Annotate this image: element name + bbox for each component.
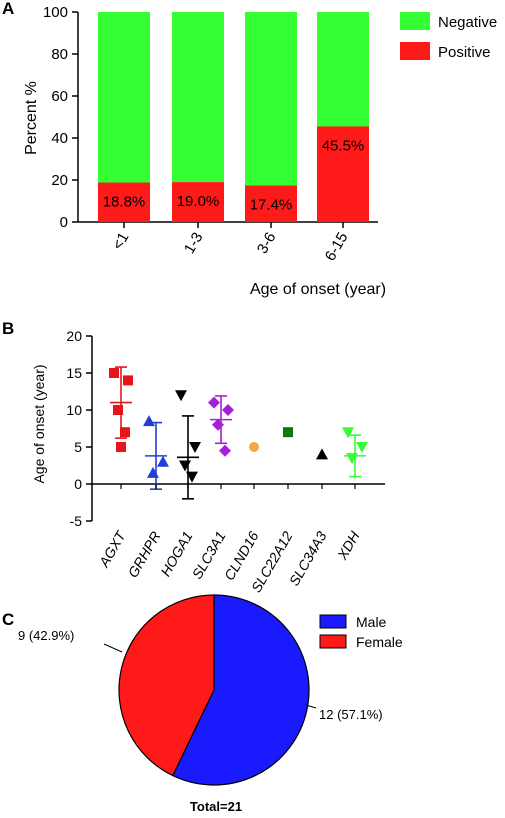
data-point xyxy=(109,368,119,378)
data-point xyxy=(189,442,201,453)
data-point xyxy=(316,448,328,460)
bar-positive xyxy=(98,182,150,222)
x-tick-label: 6-15 xyxy=(322,230,352,265)
y-axis-label-b: Age of onset (year) xyxy=(31,364,47,483)
data-point xyxy=(116,442,126,452)
pie-slice-label: 9 (42.9%) xyxy=(18,628,74,643)
legend-swatch xyxy=(400,12,430,30)
leader-line xyxy=(305,704,317,709)
x-tick-label-b: AGXT xyxy=(95,527,129,570)
data-point xyxy=(219,444,231,457)
y-tick-label-b: 15 xyxy=(66,365,82,381)
legend-label: Negative xyxy=(438,14,497,31)
y-tick-label: 80 xyxy=(51,46,68,63)
y-tick-label-b: 10 xyxy=(66,402,82,418)
legend-label: Positive xyxy=(438,44,491,61)
y-tick-label: 60 xyxy=(51,88,68,105)
bar-data-label: 45.5% xyxy=(322,137,365,154)
x-tick-label-b: XDH xyxy=(333,528,363,563)
bar-negative xyxy=(317,12,369,127)
pie-slice xyxy=(171,594,310,786)
bar-negative xyxy=(172,12,224,183)
x-tick-label: <1 xyxy=(109,230,132,253)
y-tick-label-b: 0 xyxy=(74,476,82,492)
scatter-chart: Age of onset (year) -505101520AGXTGRHPRH… xyxy=(31,328,385,595)
bar-positive xyxy=(172,182,224,222)
legend-label-female: Female xyxy=(356,634,403,650)
data-point xyxy=(175,390,187,402)
y-tick-label-b: 5 xyxy=(74,439,82,455)
pie-total-label: Total=21 xyxy=(190,799,242,814)
x-axis-label: Age of onset (year) xyxy=(250,281,386,298)
bar-negative xyxy=(245,12,297,186)
y-tick-label: 100 xyxy=(43,4,68,21)
pie-slice-label: 12 (57.1%) xyxy=(319,707,383,722)
panel-label-b: B xyxy=(2,319,14,338)
data-point xyxy=(113,405,123,415)
data-point xyxy=(157,455,169,467)
panel-label-c: C xyxy=(2,610,14,629)
bar-data-label: 17.4% xyxy=(250,196,293,213)
data-point xyxy=(283,427,293,438)
data-point xyxy=(123,375,133,386)
legend-swatch-male xyxy=(319,614,347,629)
data-point xyxy=(208,396,220,409)
data-point xyxy=(356,442,368,453)
bar-positive xyxy=(245,185,297,222)
x-tick-label-b: GRHPR xyxy=(124,529,163,581)
y-tick-label-b: -5 xyxy=(70,513,83,529)
x-tick-label: 3-6 xyxy=(254,230,280,257)
y-tick-label: 0 xyxy=(60,214,68,231)
y-tick-label-b: 20 xyxy=(66,328,82,344)
data-point xyxy=(186,471,198,483)
data-point xyxy=(222,404,234,416)
data-point xyxy=(179,460,191,472)
panel-label-a: A xyxy=(2,0,14,18)
leader-line xyxy=(103,643,123,653)
y-tick-label: 20 xyxy=(51,172,68,189)
bar-positive xyxy=(317,126,369,222)
y-tick-label: 40 xyxy=(51,130,68,147)
legend-label-male: Male xyxy=(356,614,387,630)
data-point xyxy=(143,415,155,427)
stacked-bar-chart: Age of onset (year) Percent % 0 20 40 60 80 1… xyxy=(23,4,497,298)
data-point xyxy=(342,427,354,439)
pie-chart: Total=21 12 (57.1%) 9 (42.9%) Male Female xyxy=(18,594,403,814)
x-tick-label: 1-3 xyxy=(181,230,207,257)
y-axis-label: Percent % xyxy=(23,81,40,155)
pie-slice xyxy=(118,594,215,777)
data-point xyxy=(147,466,159,478)
bar-data-label: 19.0% xyxy=(177,193,220,210)
data-point xyxy=(346,453,358,465)
legend-swatch xyxy=(400,42,430,60)
data-point xyxy=(120,427,130,438)
legend-swatch-female xyxy=(319,634,347,649)
data-point xyxy=(249,442,259,452)
bar-negative xyxy=(98,12,150,183)
bar-data-label: 18.8% xyxy=(103,194,146,211)
data-point xyxy=(212,418,224,431)
